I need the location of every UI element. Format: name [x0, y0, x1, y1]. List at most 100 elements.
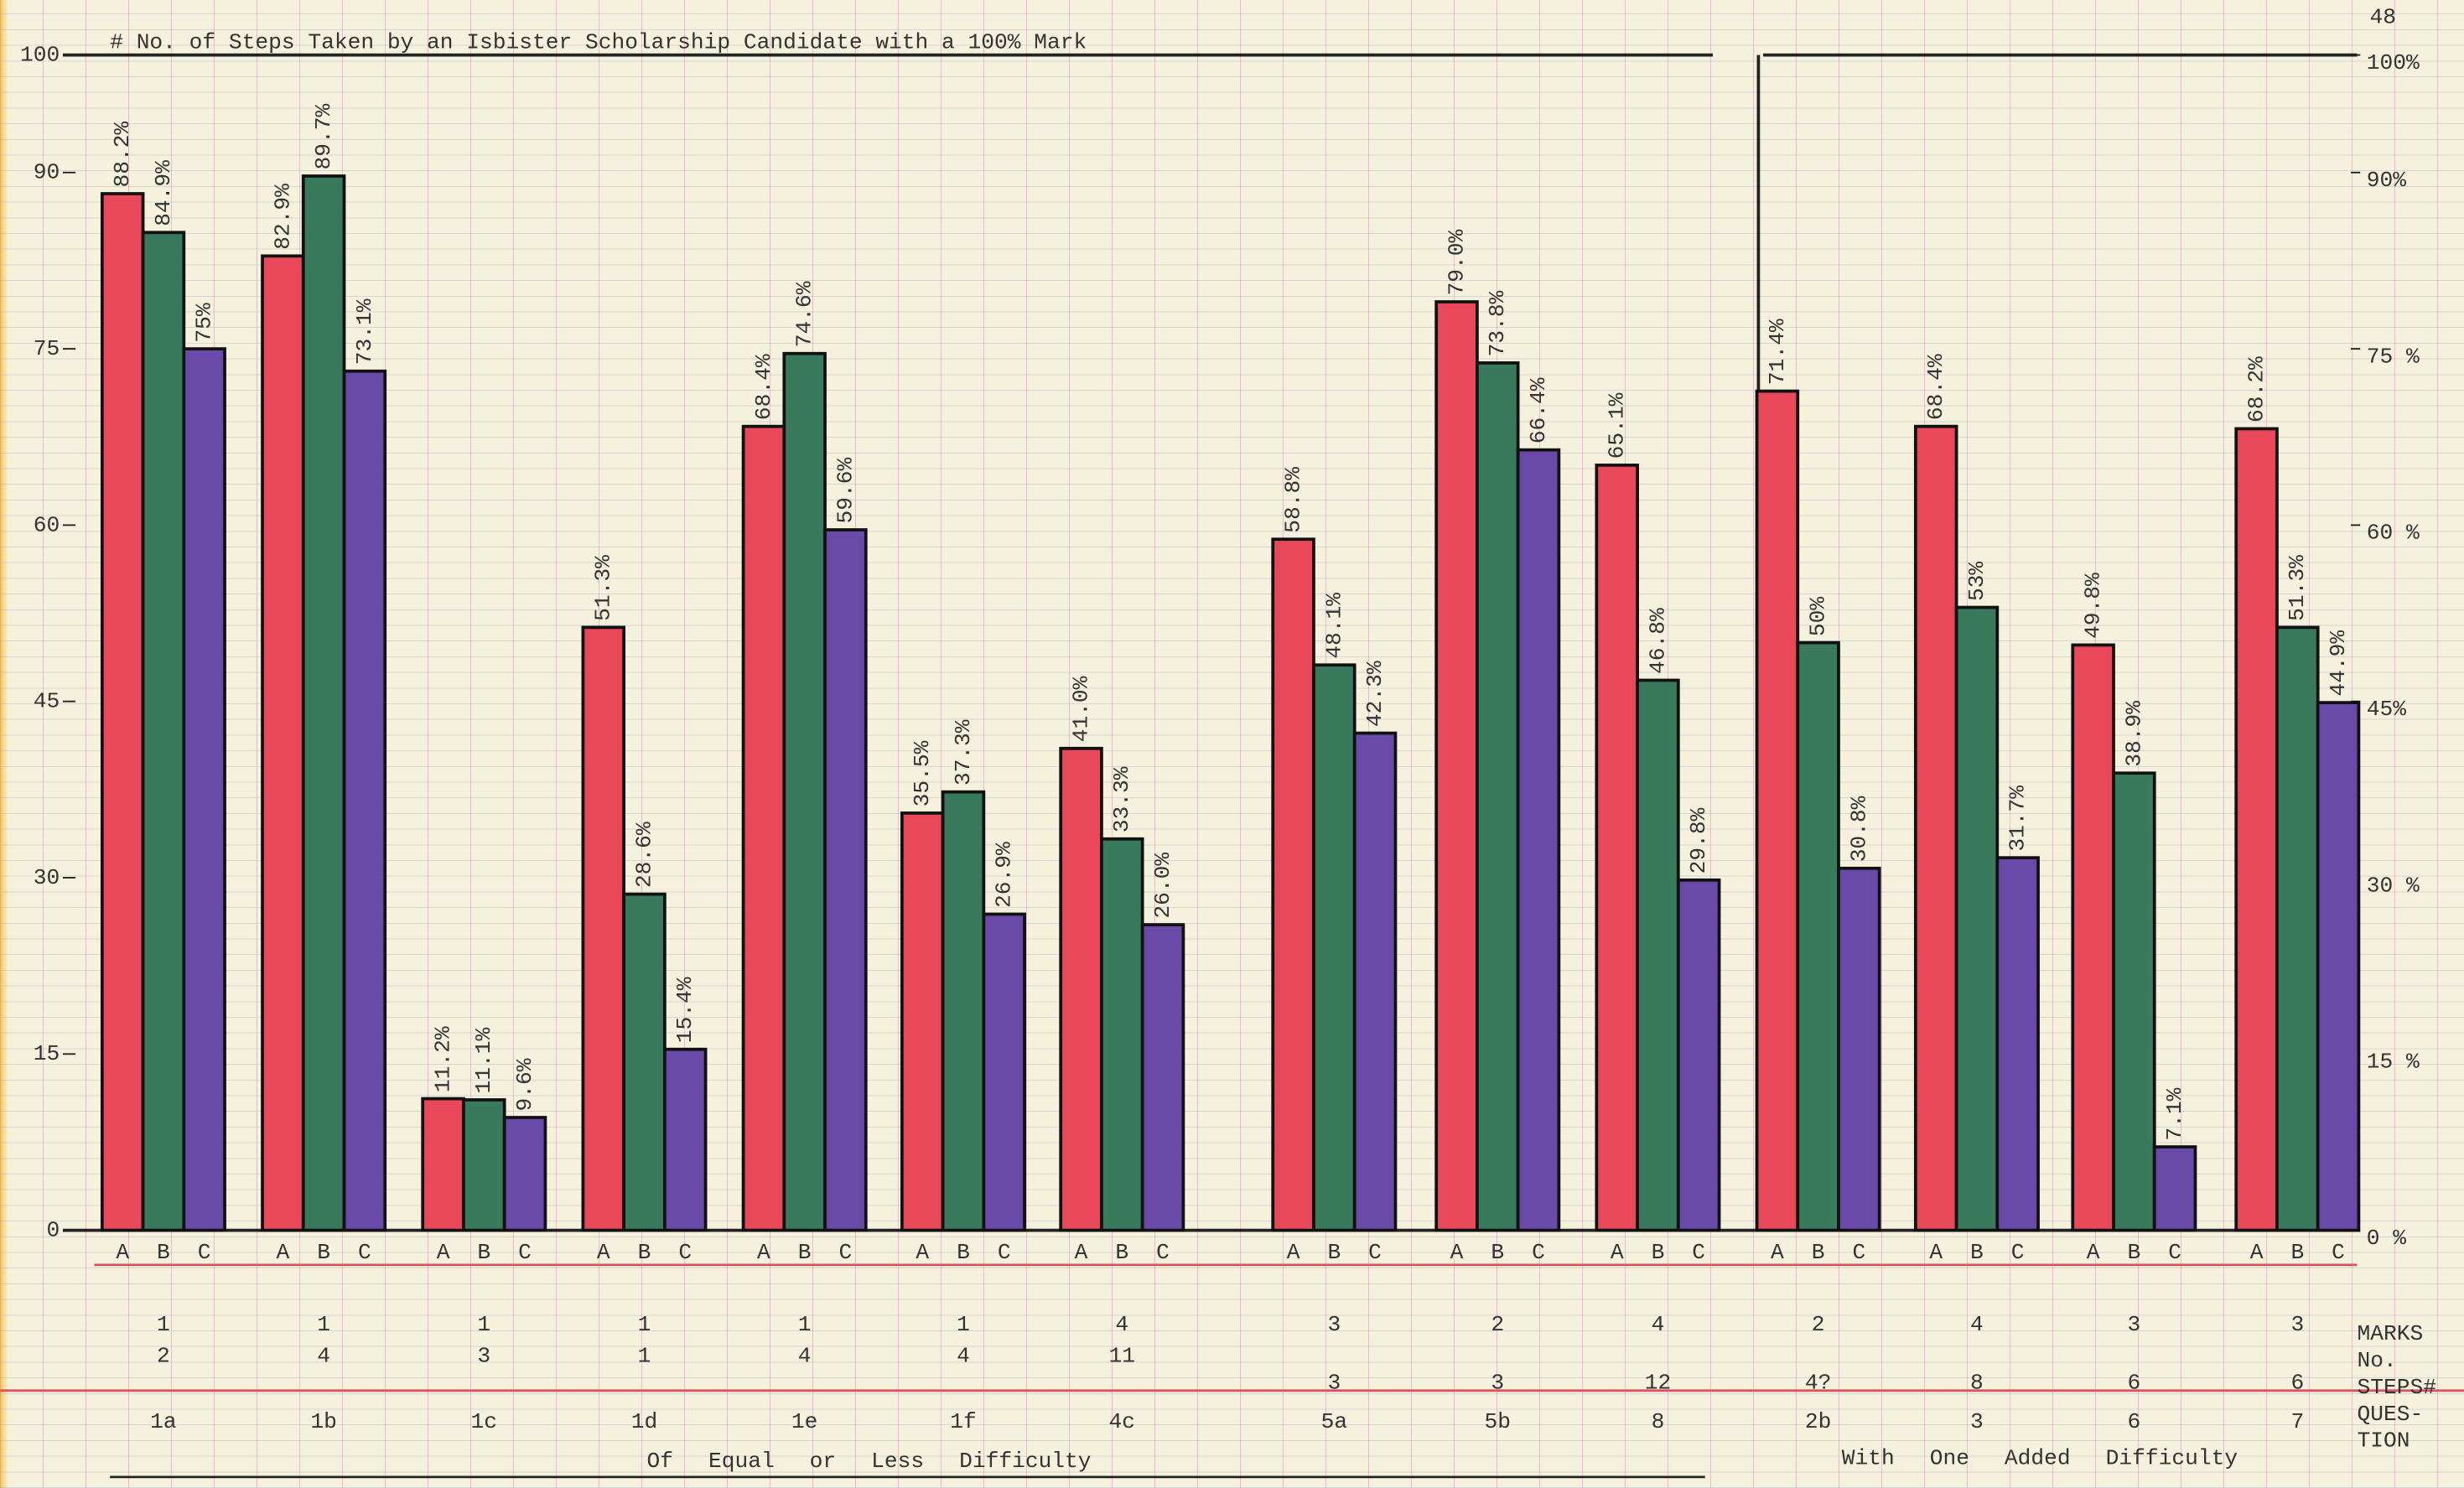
bar	[1595, 464, 1639, 1232]
value-label: 88.2%	[110, 122, 135, 188]
value-label: 82.9%	[270, 184, 295, 250]
row-label: No.	[2358, 1348, 2397, 1373]
group-caption: Of Equal or Less Difficulty	[647, 1449, 1092, 1474]
series-letter: B	[2290, 1240, 2304, 1265]
value-label: 44.9%	[2326, 630, 2351, 697]
value-label: 33.3%	[1109, 766, 1134, 832]
series-letter: A	[277, 1240, 290, 1265]
value-label: 26.0%	[1150, 853, 1175, 919]
bar	[1954, 605, 2000, 1232]
bar	[782, 351, 827, 1232]
y-tick-label: 100	[20, 43, 60, 68]
bar	[462, 1098, 506, 1232]
series-letter: B	[1491, 1240, 1504, 1265]
series-letter: C	[1368, 1240, 1382, 1265]
bar	[662, 1047, 708, 1232]
series-letter: A	[1771, 1240, 1784, 1265]
series-letter: C	[1156, 1240, 1170, 1265]
value-label: 41.0%	[1068, 676, 1093, 742]
steps-label: 2	[157, 1343, 170, 1368]
series-letter: C	[518, 1240, 532, 1265]
x-tick-label: 3	[1970, 1409, 1984, 1434]
series-letter: C	[998, 1240, 1011, 1265]
steps-label: 1	[638, 1343, 651, 1368]
value-label: 37.3%	[951, 719, 976, 785]
value-label: 75%	[192, 303, 217, 342]
bar	[1312, 663, 1356, 1232]
series-letter: B	[798, 1240, 812, 1265]
value-label: 53%	[1964, 562, 1989, 601]
x-tick-label: 1c	[471, 1409, 498, 1434]
value-label: 30.8%	[1846, 796, 1871, 862]
x-tick-label: 6	[2128, 1409, 2141, 1434]
series-letter: A	[1287, 1240, 1300, 1265]
series-letter: B	[1970, 1240, 1984, 1265]
marks-label: 3	[2290, 1312, 2304, 1337]
value-label: 50%	[1806, 597, 1831, 636]
value-label: 65.1%	[1605, 392, 1630, 459]
bar	[2234, 427, 2279, 1232]
value-label: 11.2%	[431, 1026, 456, 1092]
bar	[261, 254, 305, 1232]
marks-label: 2	[1812, 1312, 1825, 1337]
series-letter: C	[839, 1240, 853, 1265]
steps-label: 4	[798, 1343, 812, 1368]
value-label: 42.3%	[1362, 661, 1388, 727]
bar	[342, 369, 387, 1232]
value-label: 89.7%	[311, 104, 336, 170]
series-letter: A	[2250, 1240, 2264, 1265]
x-tick-label: 1a	[150, 1409, 177, 1434]
series-letter: B	[1115, 1240, 1128, 1265]
bar	[622, 892, 667, 1232]
y-tick-label: 90	[34, 160, 60, 185]
value-label: 49.8%	[2081, 573, 2106, 639]
steps-label: 3	[1327, 1370, 1341, 1395]
y2-tick-label: 15 %	[2367, 1050, 2420, 1075]
y2-tick-label: 0 %	[2367, 1226, 2406, 1251]
steps-label: 3	[477, 1343, 490, 1368]
steps-label: 4	[317, 1343, 330, 1368]
x-tick-label: 5b	[1485, 1409, 1512, 1434]
row-label: TION	[2358, 1428, 2410, 1454]
series-letter: C	[1532, 1240, 1545, 1265]
series-letter: B	[1327, 1240, 1341, 1265]
x-tick-label: 8	[1652, 1409, 1665, 1434]
marks-label: 1	[638, 1312, 651, 1337]
series-letter: C	[2332, 1240, 2345, 1265]
bar	[1059, 746, 1103, 1232]
x-tick-label: 5a	[1321, 1409, 1348, 1434]
value-label: 51.3%	[591, 555, 616, 621]
steps-label: 12	[1645, 1370, 1672, 1395]
corner-note: 48	[2370, 5, 2397, 30]
marks-label: 1	[317, 1312, 330, 1337]
bar	[1796, 640, 1840, 1232]
value-label: 46.8%	[1645, 608, 1670, 674]
bar	[502, 1116, 547, 1232]
value-label: 71.4%	[1765, 319, 1790, 385]
series-letter: C	[1852, 1240, 1865, 1265]
bar	[1352, 731, 1398, 1232]
series-letter: A	[1075, 1240, 1088, 1265]
steps-label: 6	[2128, 1370, 2141, 1395]
y-tick-label: 60	[34, 512, 60, 537]
steps-label: 4?	[1805, 1370, 1832, 1395]
series-letter: A	[2087, 1240, 2100, 1265]
row-label: MARKS	[2358, 1321, 2424, 1346]
value-label: 73.1%	[352, 298, 377, 365]
value-label: 74.6%	[792, 281, 817, 347]
marks-label: 1	[477, 1312, 490, 1337]
value-label: 15.4%	[672, 977, 698, 1043]
series-letter: A	[1450, 1240, 1464, 1265]
bar	[1516, 448, 1561, 1232]
x-tick-label: 1e	[791, 1409, 818, 1434]
value-label: 38.9%	[2121, 701, 2146, 767]
bar	[823, 528, 868, 1232]
marks-label: 4	[1970, 1312, 1984, 1337]
bar	[301, 174, 346, 1232]
bar	[1100, 837, 1144, 1232]
value-label: 66.4%	[1526, 377, 1551, 443]
steps-label: 3	[1491, 1370, 1504, 1395]
bar	[1995, 856, 2040, 1232]
series-letter: A	[1929, 1240, 1943, 1265]
